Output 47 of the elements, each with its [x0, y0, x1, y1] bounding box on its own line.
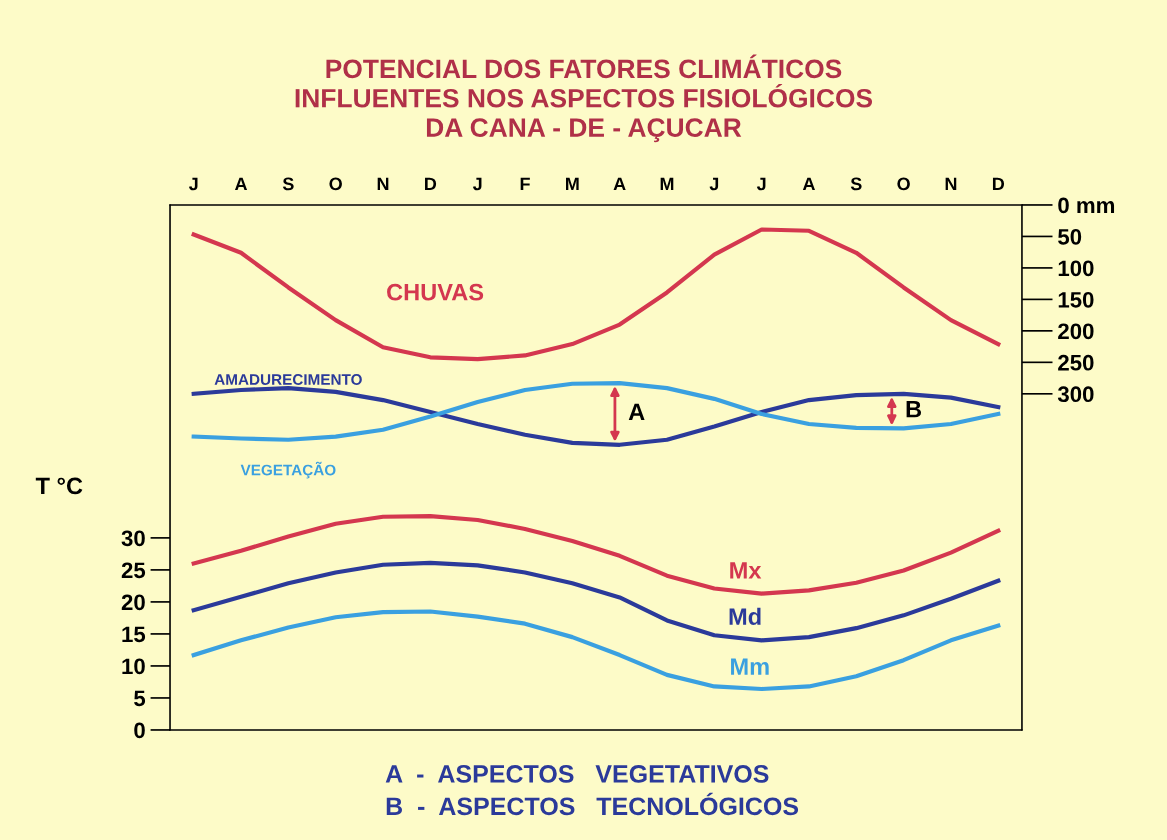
series-label: Md — [729, 607, 761, 625]
x-tick-label: A — [613, 177, 626, 191]
chart-title: POTENCIAL DOS FATORES CLIMÁTICOS INFLUENTES NOS ASPECTOS FISIOLÓGICOS DA CANA - DE - AÇUCAR — [295, 54, 873, 143]
x-tick-label: S — [850, 177, 862, 191]
y-axis-title: T °C — [35, 477, 83, 495]
x-tick-label: D — [425, 177, 437, 191]
x-tick-label: M — [660, 177, 674, 191]
x-tick-label: S — [282, 177, 294, 191]
x-tick-label: O — [329, 177, 342, 191]
series-label: Mm — [731, 658, 769, 675]
y-tick-label: 30 — [121, 530, 145, 547]
x-tick-label: N — [377, 177, 389, 191]
y-tick-label: 15 — [122, 626, 146, 643]
x-tick-label: J — [188, 177, 198, 191]
x-tick-label: N — [945, 177, 957, 191]
y-tick-label: 25 — [121, 562, 146, 579]
line-series — [191, 514, 1001, 596]
x-tick-label: A — [802, 177, 816, 191]
x-tick-label: J — [472, 177, 482, 191]
y2-tick-label: 200 — [1058, 323, 1094, 340]
line-series — [191, 609, 1001, 692]
annotation: A — [628, 403, 645, 420]
y-tick-label: 20 — [121, 594, 145, 611]
y2-tick-label: 100 — [1058, 260, 1094, 277]
y2-tick-label: 0 mm — [1058, 197, 1115, 214]
y-tick-label: 10 — [122, 658, 145, 675]
x-tick-label: J — [709, 177, 719, 191]
series-label: VEGETAÇÃO — [240, 461, 336, 479]
x-tick-label: F — [520, 177, 530, 191]
y2-tick-label: 300 — [1057, 386, 1094, 403]
x-tick-label: A — [234, 177, 248, 191]
x-tick-label: O — [897, 177, 910, 191]
y-tick-label: 0 — [134, 722, 145, 739]
x-tick-label: M — [566, 177, 579, 191]
series-label: Mx — [730, 562, 762, 579]
line-series — [191, 227, 1001, 362]
line-series — [191, 560, 1001, 643]
annotation: B — [906, 401, 922, 418]
y2-tick-label: 150 — [1058, 291, 1094, 308]
y2-tick-label: 250 — [1058, 354, 1094, 371]
x-tick-label: J — [756, 177, 766, 191]
text: A - ASPECTOS VEGETATIVOS B - ASPECTOS TECNOLÓGICOS — [385, 765, 799, 816]
y2-tick-label: 50 — [1058, 228, 1082, 245]
series-label: AMADURECIMENTO — [214, 374, 362, 385]
x-tick-label: D — [992, 177, 1005, 191]
y-tick-label: 5 — [134, 690, 146, 707]
series-label: CHUVAS — [387, 283, 484, 301]
